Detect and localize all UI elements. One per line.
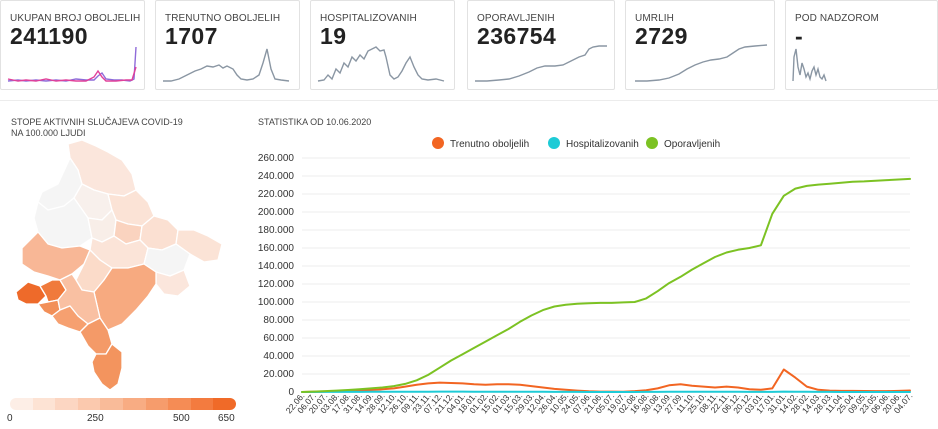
- legend-swatch: [10, 398, 33, 410]
- legend-tick-500: 500: [173, 413, 190, 424]
- y-tick-label: 60.000: [263, 333, 294, 344]
- card-value: -: [795, 23, 804, 49]
- legend-tick-250: 250: [87, 413, 104, 424]
- legend-swatch: [213, 398, 236, 410]
- sparkline-hospitalized: [317, 46, 445, 82]
- sparkline-recovered: [475, 45, 607, 82]
- legend-swatch: [77, 398, 101, 410]
- series-line: [301, 368, 911, 393]
- y-tick-label: 0: [288, 387, 294, 398]
- map-region-ulcinj[interactable]: [91, 343, 123, 391]
- y-tick-label: 80.000: [263, 315, 294, 326]
- y-tick-label: 240.000: [258, 171, 295, 182]
- statistics-panel: [0, 100, 938, 429]
- y-tick-label: 160.000: [258, 243, 295, 254]
- y-tick-label: 40.000: [263, 351, 294, 362]
- legend-marker: [548, 137, 560, 149]
- card-label: POD NADZOROM: [795, 13, 879, 24]
- y-tick-label: 180.000: [258, 225, 295, 236]
- sparkline-deaths: [635, 44, 768, 82]
- map-region-plav[interactable]: [155, 269, 191, 297]
- map-color-legend: [10, 398, 236, 410]
- sparkline-under-supervision: [792, 48, 827, 82]
- map-title: STOPE AKTIVNIH SLUČAJEVA COVID-19 NA 100…: [11, 117, 183, 139]
- card-total-cases[interactable]: UKUPAN BROJ OBOLJELIH 241190: [0, 0, 145, 90]
- y-tick-label: 260.000: [258, 153, 295, 164]
- legend-tick-650: 650: [218, 413, 235, 424]
- card-label: UMRLIH: [635, 13, 674, 24]
- summary-cards: UKUPAN BROJ OBOLJELIH 241190 TRENUTNO OB…: [0, 0, 938, 92]
- y-tick-label: 140.000: [258, 261, 295, 272]
- legend-swatch: [145, 398, 169, 410]
- card-recovered[interactable]: OPORAVLJENIH 236754: [467, 0, 615, 90]
- card-label: UKUPAN BROJ OBOLJELIH: [10, 13, 141, 24]
- y-tick-label: 20.000: [263, 369, 294, 380]
- card-value: 1707: [165, 23, 218, 49]
- card-value: 236754: [477, 23, 557, 49]
- legend-swatch: [168, 398, 191, 410]
- card-value: 241190: [10, 23, 88, 49]
- card-value: 19: [320, 23, 347, 49]
- legend-label: Oporavljenih: [664, 139, 720, 150]
- choropleth-map: [8, 139, 240, 396]
- series-line: [301, 177, 911, 393]
- statistics-line-chart: 0 20.000 40.000 60.000 80.000 100.000 120.000 1…: [258, 137, 915, 415]
- legend-label: Hospitalizovanih: [566, 139, 639, 150]
- map-region-niksic[interactable]: [33, 197, 93, 249]
- legend-marker: [646, 137, 658, 149]
- y-tick-label: 100.000: [258, 297, 295, 308]
- y-tick-label: 120.000: [258, 279, 295, 290]
- legend-swatch: [190, 398, 214, 410]
- legend-marker: [432, 137, 444, 149]
- card-active-cases[interactable]: TRENUTNO OBOLJELIH 1707: [155, 0, 300, 90]
- legend-swatch: [100, 398, 123, 410]
- map-region-herceg-novi[interactable]: [15, 281, 47, 305]
- card-value: 2729: [635, 23, 688, 49]
- legend-swatch: [122, 398, 146, 410]
- sparkline-total-cases: [7, 46, 137, 82]
- legend-tick-0: 0: [7, 413, 13, 424]
- map-title-line1: STOPE AKTIVNIH SLUČAJEVA COVID-19: [11, 117, 183, 127]
- card-deaths[interactable]: UMRLIH 2729: [625, 0, 775, 90]
- chart-legend-item[interactable]: Oporavljenih: [646, 137, 720, 150]
- sparkline-active-cases: [163, 48, 290, 82]
- legend-swatch: [32, 398, 56, 410]
- y-tick-label: 200.000: [258, 207, 295, 218]
- chart-legend-item[interactable]: Trenutno oboljelih: [432, 137, 529, 150]
- card-label: TRENUTNO OBOLJELIH: [165, 13, 281, 24]
- card-hospitalized[interactable]: HOSPITALIZOVANIH 19: [310, 0, 455, 90]
- legend-label: Trenutno oboljelih: [450, 139, 529, 150]
- card-label: HOSPITALIZOVANIH: [320, 13, 417, 24]
- card-under-supervision[interactable]: POD NADZOROM -: [785, 0, 938, 90]
- chart-legend-item[interactable]: Hospitalizovanih: [548, 137, 639, 150]
- chart-title: STATISTIKA OD 10.06.2020: [258, 117, 372, 127]
- card-label: OPORAVLJENIH: [477, 13, 555, 24]
- y-tick-label: 220.000: [258, 189, 295, 200]
- montenegro-map: [15, 139, 223, 391]
- legend-swatch: [55, 398, 78, 410]
- map-title-line2: NA 100.000 LJUDI: [11, 128, 86, 138]
